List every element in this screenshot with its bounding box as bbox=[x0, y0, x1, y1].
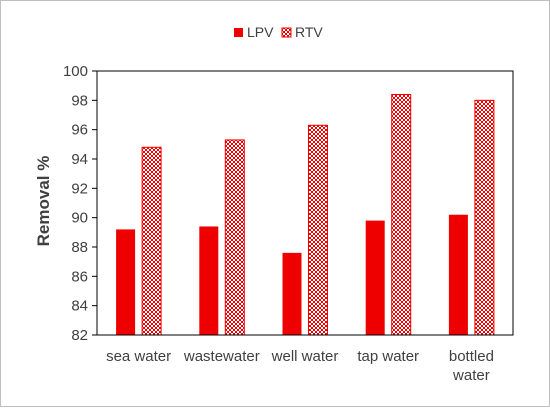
bar-lpv-bottled-water bbox=[448, 214, 468, 335]
bars bbox=[116, 93, 495, 336]
x-tick-label: wastewater bbox=[183, 348, 260, 365]
bar-rtv-well-water bbox=[308, 124, 328, 336]
bar-rtv-sea-water bbox=[141, 146, 162, 336]
x-tick-label: tap water bbox=[357, 348, 419, 365]
bar-lpv-wastewater bbox=[199, 226, 219, 335]
y-tick-label: 88 bbox=[71, 239, 88, 256]
y-axis-ticks: 82 84 86 88 90 92 94 96 98 100 bbox=[63, 63, 97, 344]
legend-swatch-lpv bbox=[234, 28, 243, 37]
y-tick-label: 86 bbox=[71, 268, 88, 285]
bar-lpv-tap-water bbox=[365, 220, 385, 335]
y-axis-label: Removal % bbox=[34, 156, 53, 247]
legend-label-rtv: RTV bbox=[295, 24, 323, 40]
y-tick-label: 96 bbox=[71, 122, 88, 139]
bar-rtv-tap-water bbox=[391, 93, 412, 336]
x-tick-label: bottled water bbox=[449, 348, 494, 384]
bar-lpv-sea-water bbox=[116, 229, 136, 335]
bar-rtv-bottled-water bbox=[474, 99, 495, 336]
bar-rtv-wastewater bbox=[224, 139, 245, 336]
y-tick-label: 82 bbox=[71, 327, 88, 344]
legend: LPV RTV bbox=[234, 24, 323, 40]
y-tick-label: 92 bbox=[71, 180, 88, 197]
x-tick-label: well water bbox=[271, 348, 339, 365]
legend-label-lpv: LPV bbox=[247, 24, 274, 40]
plot-area-border bbox=[96, 70, 514, 336]
y-tick-label: 100 bbox=[63, 63, 88, 80]
y-tick-label: 90 bbox=[71, 210, 88, 227]
y-tick-label: 98 bbox=[71, 92, 88, 109]
y-tick-label: 94 bbox=[71, 151, 88, 168]
bar-lpv-well-water bbox=[282, 252, 302, 335]
legend-swatch-rtv bbox=[281, 27, 292, 38]
x-axis-ticks: sea water wastewater well water tap water bo… bbox=[106, 348, 494, 384]
x-tick-label: sea water bbox=[106, 348, 171, 365]
y-tick-label: 84 bbox=[71, 298, 88, 315]
